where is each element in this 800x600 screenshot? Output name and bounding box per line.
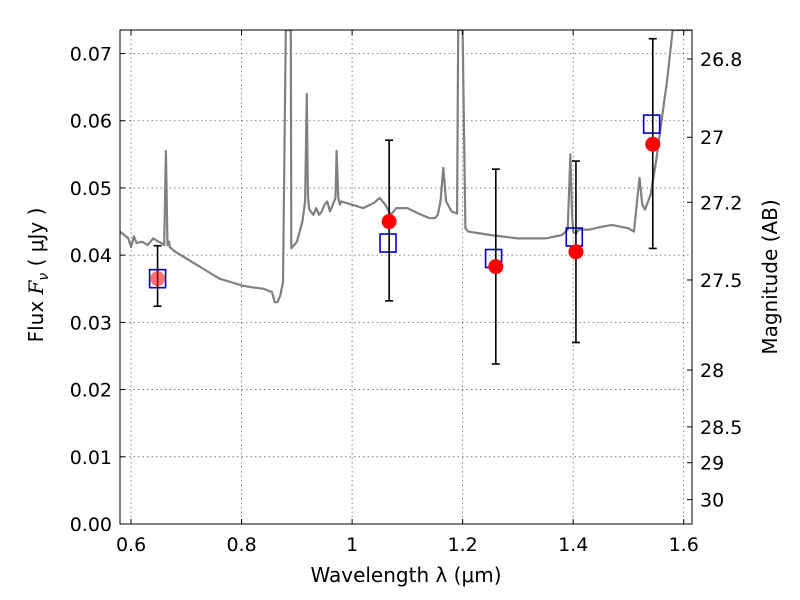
y-tick-label: 0.04 xyxy=(70,245,112,267)
ylabel-prefix: Flux xyxy=(24,294,48,342)
x-tick-label: 1 xyxy=(346,534,358,556)
spectrum-line xyxy=(120,30,692,304)
model-photometry-square xyxy=(642,114,661,134)
y-tick-label: 0.01 xyxy=(70,447,112,469)
right-tick-label: 26.8 xyxy=(700,49,742,71)
x-tick-label: 0.6 xyxy=(116,534,146,556)
observed-point xyxy=(568,244,584,260)
observed-point xyxy=(488,259,504,275)
x-tick-label: 1.6 xyxy=(669,534,699,556)
plot-frame xyxy=(119,29,693,525)
y-tick-label: 0.07 xyxy=(70,44,112,66)
right-tick-label: 29 xyxy=(700,453,724,475)
model-photometry-square xyxy=(565,227,584,247)
x-tick-label: 0.8 xyxy=(226,534,256,556)
ylabel-symbol: F xyxy=(24,279,48,295)
right-axis-label: Magnitude (AB) xyxy=(758,199,782,354)
ylabel-subscript: ν xyxy=(36,273,52,281)
x-tick-label: 1.2 xyxy=(448,534,478,556)
y-tick-label: 0.00 xyxy=(70,514,112,536)
y-tick-label: 0.06 xyxy=(70,111,112,133)
y-tick-label: 0.02 xyxy=(70,380,112,402)
observed-point xyxy=(150,271,166,287)
y-tick-label: 0.03 xyxy=(70,312,112,334)
right-tick-label: 30 xyxy=(700,490,724,512)
x-tick-label: 1.4 xyxy=(558,534,588,556)
right-tick-label: 27 xyxy=(700,127,724,149)
y-tick-label: 0.05 xyxy=(70,178,112,200)
plot-area xyxy=(120,30,692,365)
y-axis-label: Flux Fν ( μJy ) xyxy=(24,208,52,343)
observed-point xyxy=(645,136,661,152)
right-tick-label: 28 xyxy=(700,360,724,382)
grid-layer xyxy=(120,30,692,525)
right-tick-label: 27.5 xyxy=(700,270,742,292)
observed-point xyxy=(381,214,397,230)
ticks-layer: 0.6 0.8 1 1.2 1.4 1.6 0.00 0.01 0.02 0.03 0.04 0.05… xyxy=(70,30,742,556)
model-photometry-square xyxy=(379,233,397,253)
right-tick-label: 27.2 xyxy=(700,192,742,214)
x-axis-label: Wavelength λ (μm) xyxy=(310,563,501,587)
right-tick-label: 28.5 xyxy=(700,417,742,439)
ylabel-suffix: ( μJy ) xyxy=(24,208,48,273)
